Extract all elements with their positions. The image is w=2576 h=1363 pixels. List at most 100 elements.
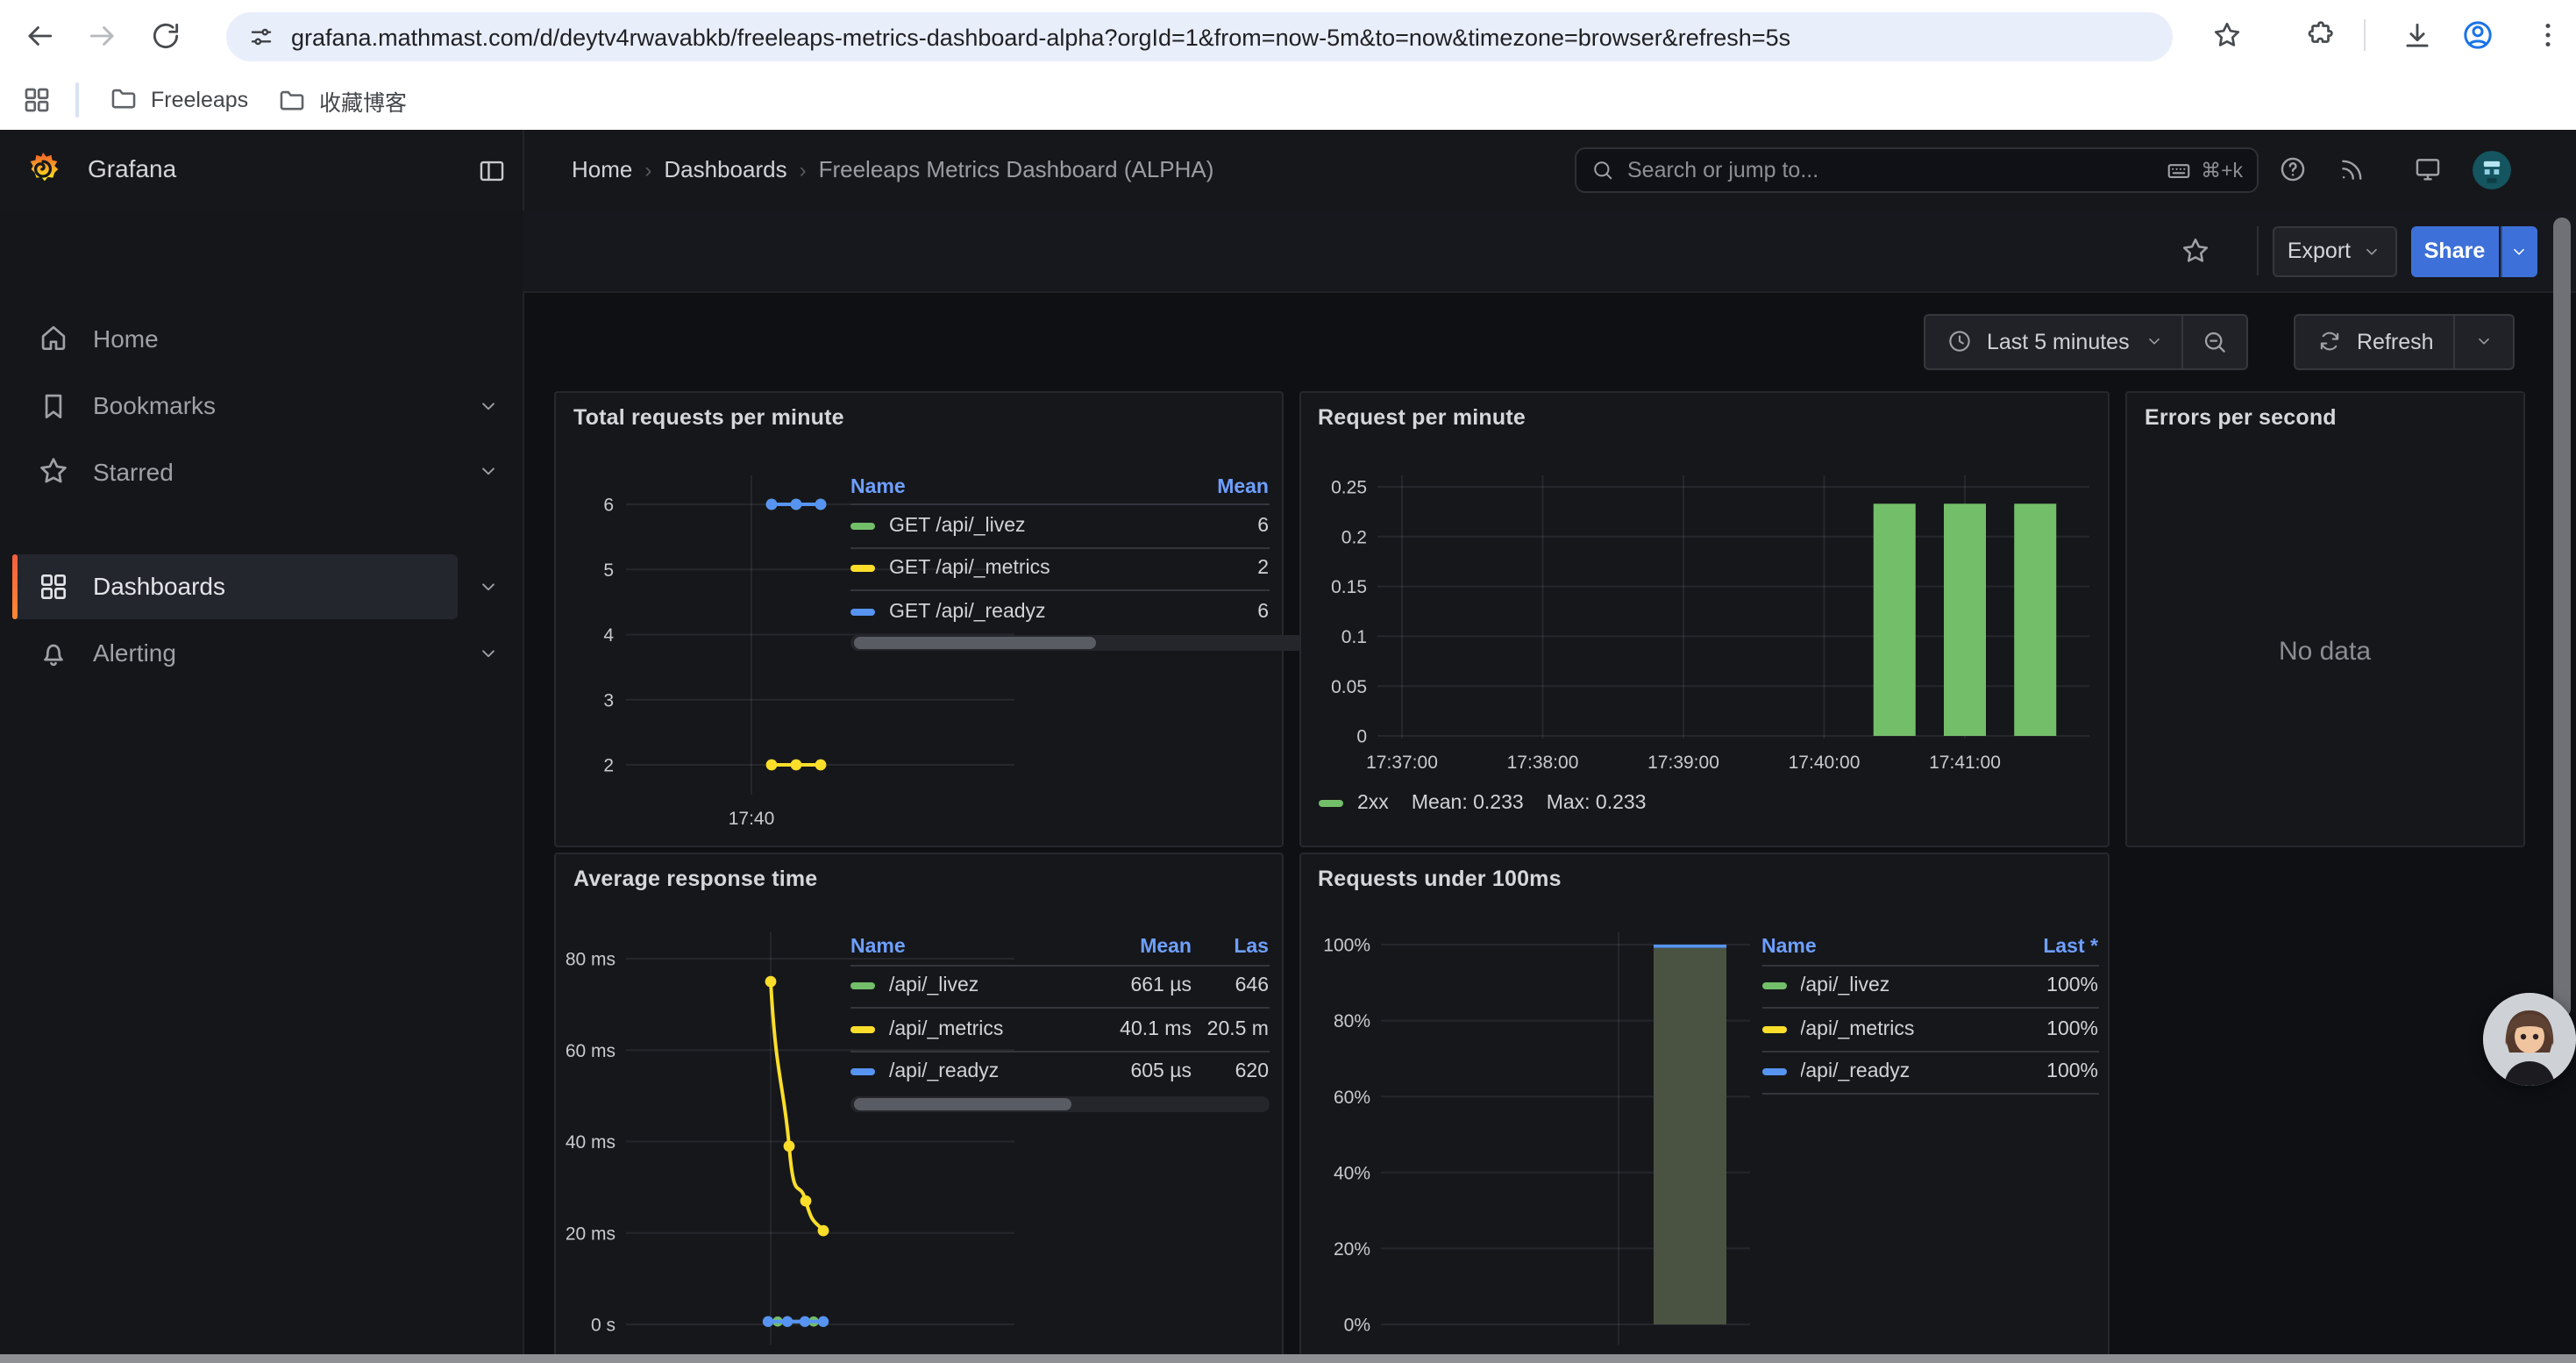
- breadcrumb-dashboards[interactable]: Dashboards: [664, 156, 786, 182]
- breadcrumb-home[interactable]: Home: [572, 156, 632, 182]
- panel-errors-per-second: Errors per second No data: [2125, 391, 2524, 847]
- refresh-picker[interactable]: Refresh: [2294, 313, 2515, 369]
- zoom-out-icon[interactable]: [2184, 327, 2247, 355]
- sidebar-item-alerting[interactable]: Alerting: [0, 620, 523, 685]
- search-input[interactable]: Search or jump to... ⌘+k: [1575, 147, 2259, 193]
- time-range-label: Last 5 minutes: [1987, 329, 2130, 353]
- svg-text:0.1: 0.1: [1341, 627, 1366, 647]
- site-info-icon[interactable]: [247, 23, 275, 51]
- legend-row[interactable]: /api/_livez 661 µs 646: [850, 964, 1269, 1007]
- sidebar-item-bookmarks[interactable]: Bookmarks: [0, 373, 523, 438]
- legend-header-last[interactable]: Las: [1192, 937, 1269, 958]
- series-mean: 661 µs: [1090, 976, 1192, 997]
- series-swatch: [1761, 1026, 1786, 1033]
- series-swatch: [850, 609, 875, 616]
- legend-header-last[interactable]: Last *: [2014, 937, 2098, 958]
- sidebar-toggle-icon[interactable]: [477, 156, 507, 186]
- chevron-down-icon: [2361, 241, 2380, 260]
- breadcrumb: Home › Dashboards › Freeleaps Metrics Da…: [572, 156, 1213, 182]
- time-range-picker[interactable]: Last 5 minutes: [1924, 313, 2249, 369]
- series-mean: 6: [1163, 516, 1269, 537]
- series-name: /api/_livez: [889, 976, 1090, 997]
- legend-row[interactable]: /api/_readyz 605 µs 620: [850, 1050, 1269, 1093]
- series-last: 100%: [2014, 1062, 2098, 1083]
- bookmarks-bar: Freeleaps 收藏博客: [0, 72, 2576, 132]
- chevron-down-icon[interactable]: [477, 574, 500, 597]
- svg-text:17:38:00: 17:38:00: [1506, 753, 1578, 773]
- series-name: /api/_readyz: [889, 1062, 1090, 1083]
- rss-icon[interactable]: [2338, 154, 2367, 184]
- legend-row[interactable]: GET /api/_metrics 2: [850, 546, 1269, 589]
- vertical-scrollbar[interactable]: [2553, 218, 2571, 1017]
- series-name: /api/_readyz: [1800, 1062, 2014, 1083]
- svg-text:4: 4: [603, 625, 614, 646]
- sidebar-item-label: Dashboards: [93, 572, 225, 600]
- chevron-down-icon[interactable]: [477, 394, 500, 417]
- assistant-avatar-widget[interactable]: [2483, 993, 2576, 1086]
- url-text: grafana.mathmast.com/d/deytv4rwavabkb/fr…: [291, 24, 1790, 50]
- svg-text:3: 3: [603, 690, 614, 710]
- bookmark-star-icon[interactable]: [2211, 19, 2243, 51]
- export-button[interactable]: Export: [2272, 225, 2396, 276]
- apps-grid-icon[interactable]: [21, 84, 53, 116]
- horizontal-scrollbar[interactable]: [0, 1354, 2576, 1363]
- legend-row[interactable]: GET /api/_livez 6: [850, 503, 1269, 546]
- legend-row[interactable]: /api/_readyz 100%: [1761, 1050, 2098, 1095]
- panel-title[interactable]: Errors per second: [2145, 405, 2337, 430]
- star-icon: [37, 454, 70, 488]
- bookmark-label: 收藏博客: [319, 84, 407, 118]
- series-name: 2xx: [1357, 793, 1389, 814]
- sidebar-item-dashboards[interactable]: Dashboards: [0, 553, 523, 618]
- legend-header-mean[interactable]: Mean: [1090, 937, 1192, 958]
- chevron-down-icon[interactable]: [477, 641, 500, 664]
- legend-header-name[interactable]: Name: [1761, 937, 2014, 958]
- extensions-icon[interactable]: [2306, 19, 2338, 51]
- share-button[interactable]: Share: [2411, 225, 2498, 276]
- legend-header-name[interactable]: Name: [850, 476, 1163, 497]
- sidebar-item-starred[interactable]: Starred: [0, 439, 523, 503]
- breadcrumb-separator: ›: [800, 157, 807, 182]
- refresh-interval-chevron[interactable]: [2455, 332, 2513, 351]
- series-last: 620: [1192, 1062, 1269, 1083]
- legend-header-name[interactable]: Name: [850, 937, 1090, 958]
- download-icon[interactable]: [2401, 19, 2434, 53]
- series-name: GET /api/_readyz: [889, 602, 1163, 623]
- chevron-down-icon[interactable]: [477, 460, 500, 482]
- bookmark-label: Freeleaps: [151, 87, 248, 111]
- url-bar[interactable]: grafana.mathmast.com/d/deytv4rwavabkb/fr…: [226, 12, 2173, 61]
- dashboards-grid-icon: [37, 569, 70, 603]
- forward-icon[interactable]: [86, 19, 119, 53]
- help-icon[interactable]: [2278, 154, 2308, 184]
- grafana-header: Grafana Home › Dashboards › Freeleaps Me…: [0, 130, 2576, 212]
- sidebar-item-home[interactable]: Home: [0, 305, 523, 370]
- bookmark-folder-blogs[interactable]: 收藏博客: [277, 84, 407, 118]
- refresh-label: Refresh: [2357, 329, 2434, 353]
- share-menu-button[interactable]: [2500, 225, 2537, 276]
- series-name: /api/_metrics: [1800, 1019, 2014, 1040]
- series-last: 100%: [2014, 976, 2098, 997]
- legend-row[interactable]: GET /api/_readyz 6: [850, 589, 1269, 632]
- legend-scrollbar[interactable]: [850, 635, 1314, 651]
- reload-icon[interactable]: [149, 19, 182, 53]
- legend-header: Name Last *: [1761, 931, 2098, 964]
- monitor-icon[interactable]: [2413, 154, 2443, 184]
- svg-text:17:39:00: 17:39:00: [1647, 753, 1719, 773]
- profile-icon[interactable]: [2460, 18, 2495, 53]
- sidebar-item-label: Home: [93, 324, 159, 352]
- legend-row[interactable]: /api/_metrics 100%: [1761, 1007, 2098, 1050]
- favorite-star-icon[interactable]: [2180, 235, 2211, 267]
- user-avatar[interactable]: [2473, 151, 2511, 189]
- svg-text:2: 2: [603, 756, 614, 776]
- grafana-logo[interactable]: [23, 149, 63, 189]
- back-icon[interactable]: [23, 19, 56, 53]
- svg-text:0 s: 0 s: [591, 1315, 616, 1335]
- legend-row[interactable]: /api/_metrics 40.1 ms 20.5 m: [850, 1007, 1269, 1050]
- legend-item-2xx[interactable]: 2xx: [1319, 793, 1389, 814]
- bookmark-folder-freeleaps[interactable]: Freeleaps: [109, 84, 248, 114]
- legend-header-mean[interactable]: Mean: [1163, 476, 1269, 497]
- legend-row[interactable]: /api/_livez 100%: [1761, 964, 2098, 1007]
- browser-menu-icon[interactable]: [2532, 19, 2564, 51]
- series-swatch: [1761, 983, 1786, 990]
- legend-scrollbar[interactable]: [850, 1095, 1269, 1111]
- browser-toolbar: grafana.mathmast.com/d/deytv4rwavabkb/fr…: [0, 0, 2576, 72]
